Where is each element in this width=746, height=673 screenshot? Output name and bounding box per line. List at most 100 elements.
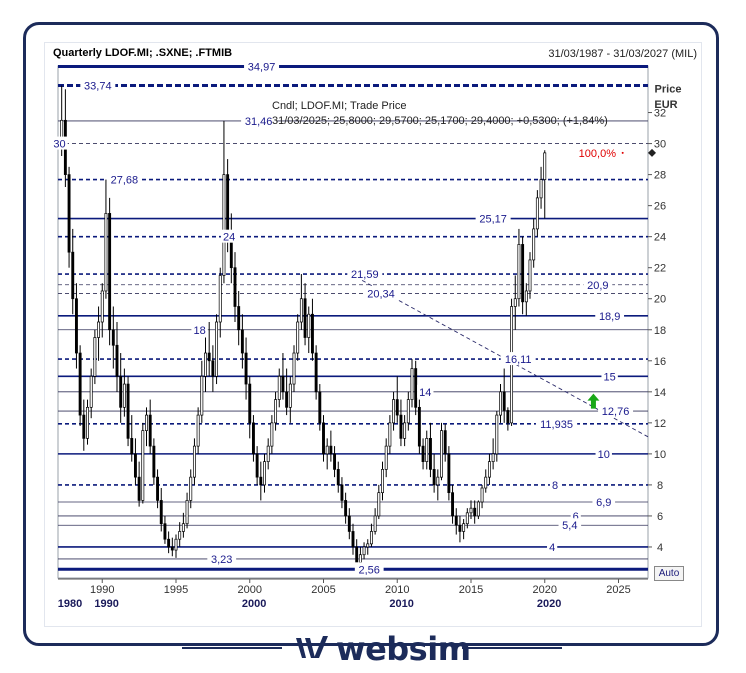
candle-body: [277, 375, 281, 400]
candle-body: [432, 469, 436, 486]
candle-body: [152, 445, 156, 478]
footer-line-left: [182, 647, 282, 649]
candle-body: [145, 414, 148, 431]
candle-body: [266, 445, 270, 462]
candle-body: [181, 523, 185, 532]
candle-body: [366, 543, 370, 548]
candle-body: [178, 531, 182, 540]
price-axis-title: Price: [655, 83, 682, 95]
candle-body: [517, 244, 521, 300]
candle-body: [248, 383, 252, 424]
y-tick-label: 18: [654, 325, 666, 337]
level-label: 20,34: [367, 288, 395, 300]
candle-body: [163, 523, 167, 540]
candle-body: [292, 352, 296, 385]
candle-body: [351, 531, 355, 548]
level-label: 10: [598, 449, 610, 461]
candle-body: [255, 453, 259, 478]
candle-body: [204, 352, 207, 377]
candle-body: [369, 531, 373, 545]
level-label-bg: [583, 277, 613, 291]
candle-body: [167, 538, 171, 548]
x-tick-label: 2005: [311, 584, 335, 596]
level-label-bg: [51, 136, 68, 150]
y-tick-label: 28: [654, 170, 666, 182]
brand-name: websim: [336, 630, 471, 668]
candle-body: [325, 445, 329, 455]
candle-body: [443, 430, 447, 455]
level-label-bg: [601, 369, 618, 383]
y-tick-label: 30: [654, 139, 666, 151]
level-label: 21,59: [351, 269, 379, 281]
candle-body: [462, 523, 466, 532]
candle-body: [270, 422, 274, 447]
candle-body: [392, 399, 396, 424]
candle-body: [303, 298, 307, 338]
y-tick-label: 6: [657, 511, 663, 523]
candle-body: [395, 399, 399, 416]
candle-body: [93, 337, 97, 377]
candle-body: [240, 329, 244, 354]
candle-body: [340, 484, 344, 501]
candle-body: [211, 360, 215, 377]
level-label-bg: [592, 494, 616, 508]
percent-label: 100,0%: [579, 148, 617, 160]
brand-footer: websim: [0, 628, 746, 668]
level-label: 27,68: [111, 175, 139, 187]
candle-body: [310, 313, 314, 354]
candle-body: [196, 414, 200, 447]
level-label-bg: [598, 404, 634, 418]
candle-body: [322, 422, 325, 455]
candle-body: [521, 244, 525, 303]
level-label: 2,56: [359, 564, 380, 576]
level-label: 6,9: [596, 497, 611, 509]
candle-body: [417, 406, 421, 447]
percent-dot: [621, 151, 624, 154]
candle-body: [74, 298, 78, 354]
level-label-bg: [547, 539, 558, 553]
level-label-bg: [549, 477, 561, 491]
level-label: 5,4: [562, 520, 577, 532]
candle-body: [414, 368, 418, 408]
level-label-bg: [220, 229, 238, 243]
level-label: 18: [193, 325, 205, 337]
candle-body: [355, 546, 359, 563]
candle-body: [403, 422, 407, 439]
candle-body: [218, 275, 222, 323]
candle-body: [89, 375, 93, 408]
candle-body: [454, 515, 458, 526]
y-tick-label: 4: [657, 542, 663, 554]
chart-panel: [44, 42, 702, 627]
candle-body: [296, 321, 300, 354]
candle-body: [469, 507, 473, 514]
candle-body: [347, 515, 351, 532]
candle-body: [226, 174, 230, 238]
x-tick-label: 2000: [238, 584, 262, 596]
y-tick-label: 26: [654, 201, 666, 213]
candle-body: [495, 414, 499, 455]
level-label: 18,9: [599, 311, 620, 323]
candle-body: [86, 406, 89, 439]
decade-label: 1990: [94, 598, 118, 610]
x-tick-label: 1995: [164, 584, 188, 596]
x-tick-label: 2025: [606, 584, 630, 596]
footer-line-right: [462, 647, 562, 649]
level-label-bg: [106, 172, 142, 186]
level-label-bg: [244, 59, 280, 73]
candle-body: [421, 445, 425, 462]
level-label-bg: [363, 286, 399, 300]
level-label: 4: [549, 542, 555, 554]
candle-body: [233, 267, 237, 307]
candle-body: [82, 414, 86, 439]
level-label-bg: [80, 78, 116, 92]
level-label-bg: [354, 562, 384, 576]
candle-body: [476, 501, 480, 517]
candle-body: [362, 546, 366, 556]
candle-body: [399, 414, 403, 439]
auto-scale-button[interactable]: Auto: [654, 566, 684, 581]
candle-body: [447, 453, 451, 494]
x-tick-label: 2015: [459, 584, 483, 596]
candle-body: [513, 298, 517, 307]
level-label: 16,11: [505, 354, 532, 366]
